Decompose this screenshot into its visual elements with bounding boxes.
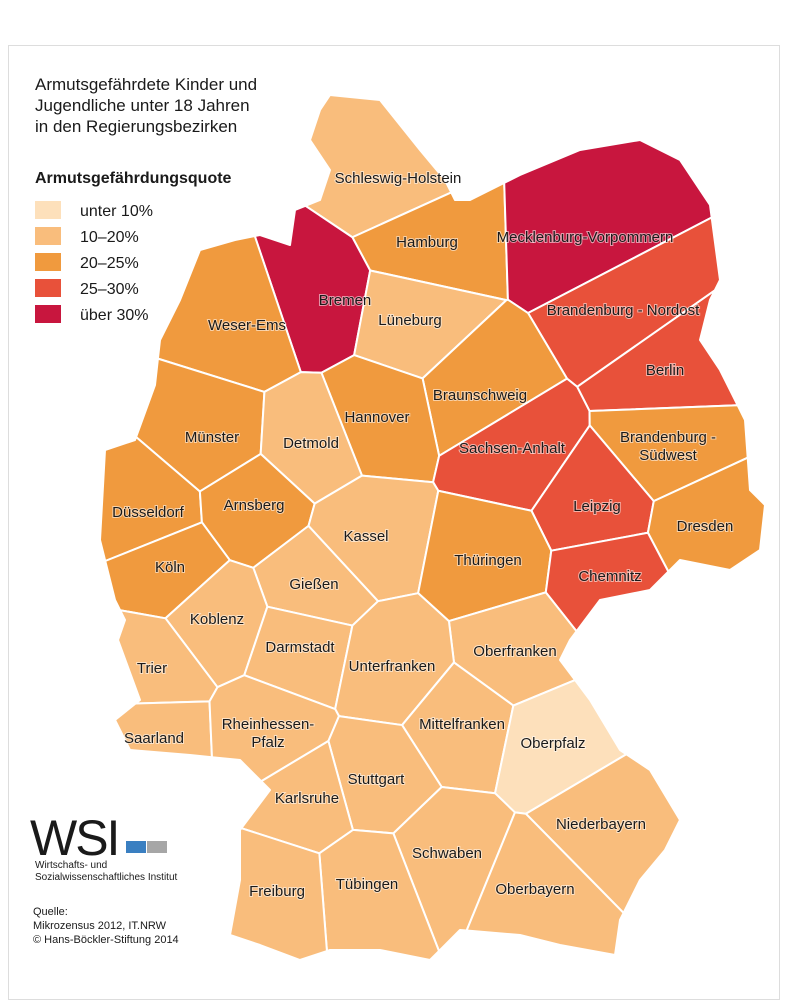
region-label: Dresden — [677, 518, 734, 535]
logo-name: WSI — [30, 810, 118, 866]
region-label: Kassel — [343, 528, 388, 545]
title-line: Jugendliche unter 18 Jahren — [35, 96, 250, 115]
region-label: Gießen — [289, 576, 338, 593]
region-label: Darmstadt — [265, 639, 335, 656]
source-line: Quelle: — [33, 906, 68, 918]
region-label: Freiburg — [249, 883, 305, 900]
region — [465, 811, 625, 956]
legend-swatch — [35, 253, 61, 271]
source-line: Mikrozensus 2012, IT.NRW — [33, 920, 167, 932]
legend-title: Armutsgefährdungsquote — [35, 170, 232, 187]
legend-label: 20–25% — [80, 255, 139, 272]
region — [646, 456, 766, 573]
region-label: Rheinhessen- — [222, 716, 315, 733]
region-label: Leipzig — [573, 498, 621, 515]
region-labels: Schleswig-Holstein Hamburg Mecklenburg-Vor… — [111, 169, 734, 901]
region-label: Karlsruhe — [275, 790, 339, 807]
region-label: Chemnitz — [578, 568, 641, 585]
region-label: Lüneburg — [378, 312, 441, 329]
region-label: Niederbayern — [556, 816, 646, 833]
source-line: © Hans-Böckler-Stiftung 2014 — [33, 934, 179, 946]
region-label: Mecklenburg-Vorpommern — [497, 229, 674, 246]
region-label: Pfalz — [251, 734, 284, 751]
legend-label: unter 10% — [80, 203, 153, 220]
title-line: Armutsgefährdete Kinder und — [35, 75, 257, 94]
region-label: Unterfranken — [349, 658, 436, 675]
legend-swatch — [35, 305, 61, 323]
region-label: Oberfranken — [473, 643, 556, 660]
legend-label: 10–20% — [80, 229, 139, 246]
region-label: Thüringen — [454, 552, 522, 569]
region-label: Hannover — [344, 409, 409, 426]
region-label: Mittelfranken — [419, 716, 505, 733]
region-label: Schwaben — [412, 845, 482, 862]
region-label: Brandenburg - — [620, 429, 716, 446]
frame — [8, 45, 780, 1000]
region-label: Berlin — [646, 362, 684, 379]
region-label: Saarland — [124, 730, 184, 747]
region — [229, 827, 328, 961]
region-label: Sachsen-Anhalt — [459, 440, 566, 457]
region-label: Detmold — [283, 435, 339, 452]
region-label: Braunschweig — [433, 387, 527, 404]
region-label: Oberbayern — [495, 881, 574, 898]
region-label: Tübingen — [336, 876, 399, 893]
legend-label: 25–30% — [80, 281, 139, 298]
legend-swatch — [35, 279, 61, 297]
logo-subtitle: Wirtschafts- und — [35, 860, 107, 871]
region-label: Stuttgart — [348, 771, 406, 788]
legend-label: über 30% — [80, 307, 149, 324]
region-label: Düsseldorf — [112, 504, 185, 521]
logo-square-gray — [147, 841, 167, 853]
region-label: Weser-Ems — [208, 317, 286, 334]
logo-subtitle: Sozialwissenschaftliches Institut — [35, 872, 178, 883]
regions — [99, 94, 766, 961]
legend-swatch — [35, 227, 61, 245]
title-line: in den Regierungsbezirken — [35, 117, 237, 136]
region-label: Münster — [185, 429, 239, 446]
region-label: Hamburg — [396, 234, 458, 251]
legend-swatch — [35, 201, 61, 219]
region-label: Bremen — [319, 292, 372, 309]
region-label: Oberpfalz — [520, 735, 585, 752]
region-label: Trier — [137, 660, 167, 677]
region-label: Arnsberg — [224, 497, 285, 514]
region-label: Brandenburg - Nordost — [547, 302, 700, 319]
region-label: Koblenz — [190, 611, 244, 628]
region-label: Köln — [155, 559, 185, 576]
legend: Armutsgefährdungsquote unter 10% 10–20% 20–… — [35, 170, 232, 324]
region-label: Südwest — [639, 447, 697, 464]
region-label: Schleswig-Holstein — [335, 170, 462, 187]
logo-square-blue — [126, 841, 146, 853]
